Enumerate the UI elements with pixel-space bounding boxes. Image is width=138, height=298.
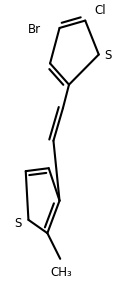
Text: Br: Br <box>28 23 41 36</box>
Text: S: S <box>14 217 22 230</box>
Text: S: S <box>104 49 112 62</box>
Text: Cl: Cl <box>94 4 106 17</box>
Text: CH₃: CH₃ <box>51 266 72 279</box>
